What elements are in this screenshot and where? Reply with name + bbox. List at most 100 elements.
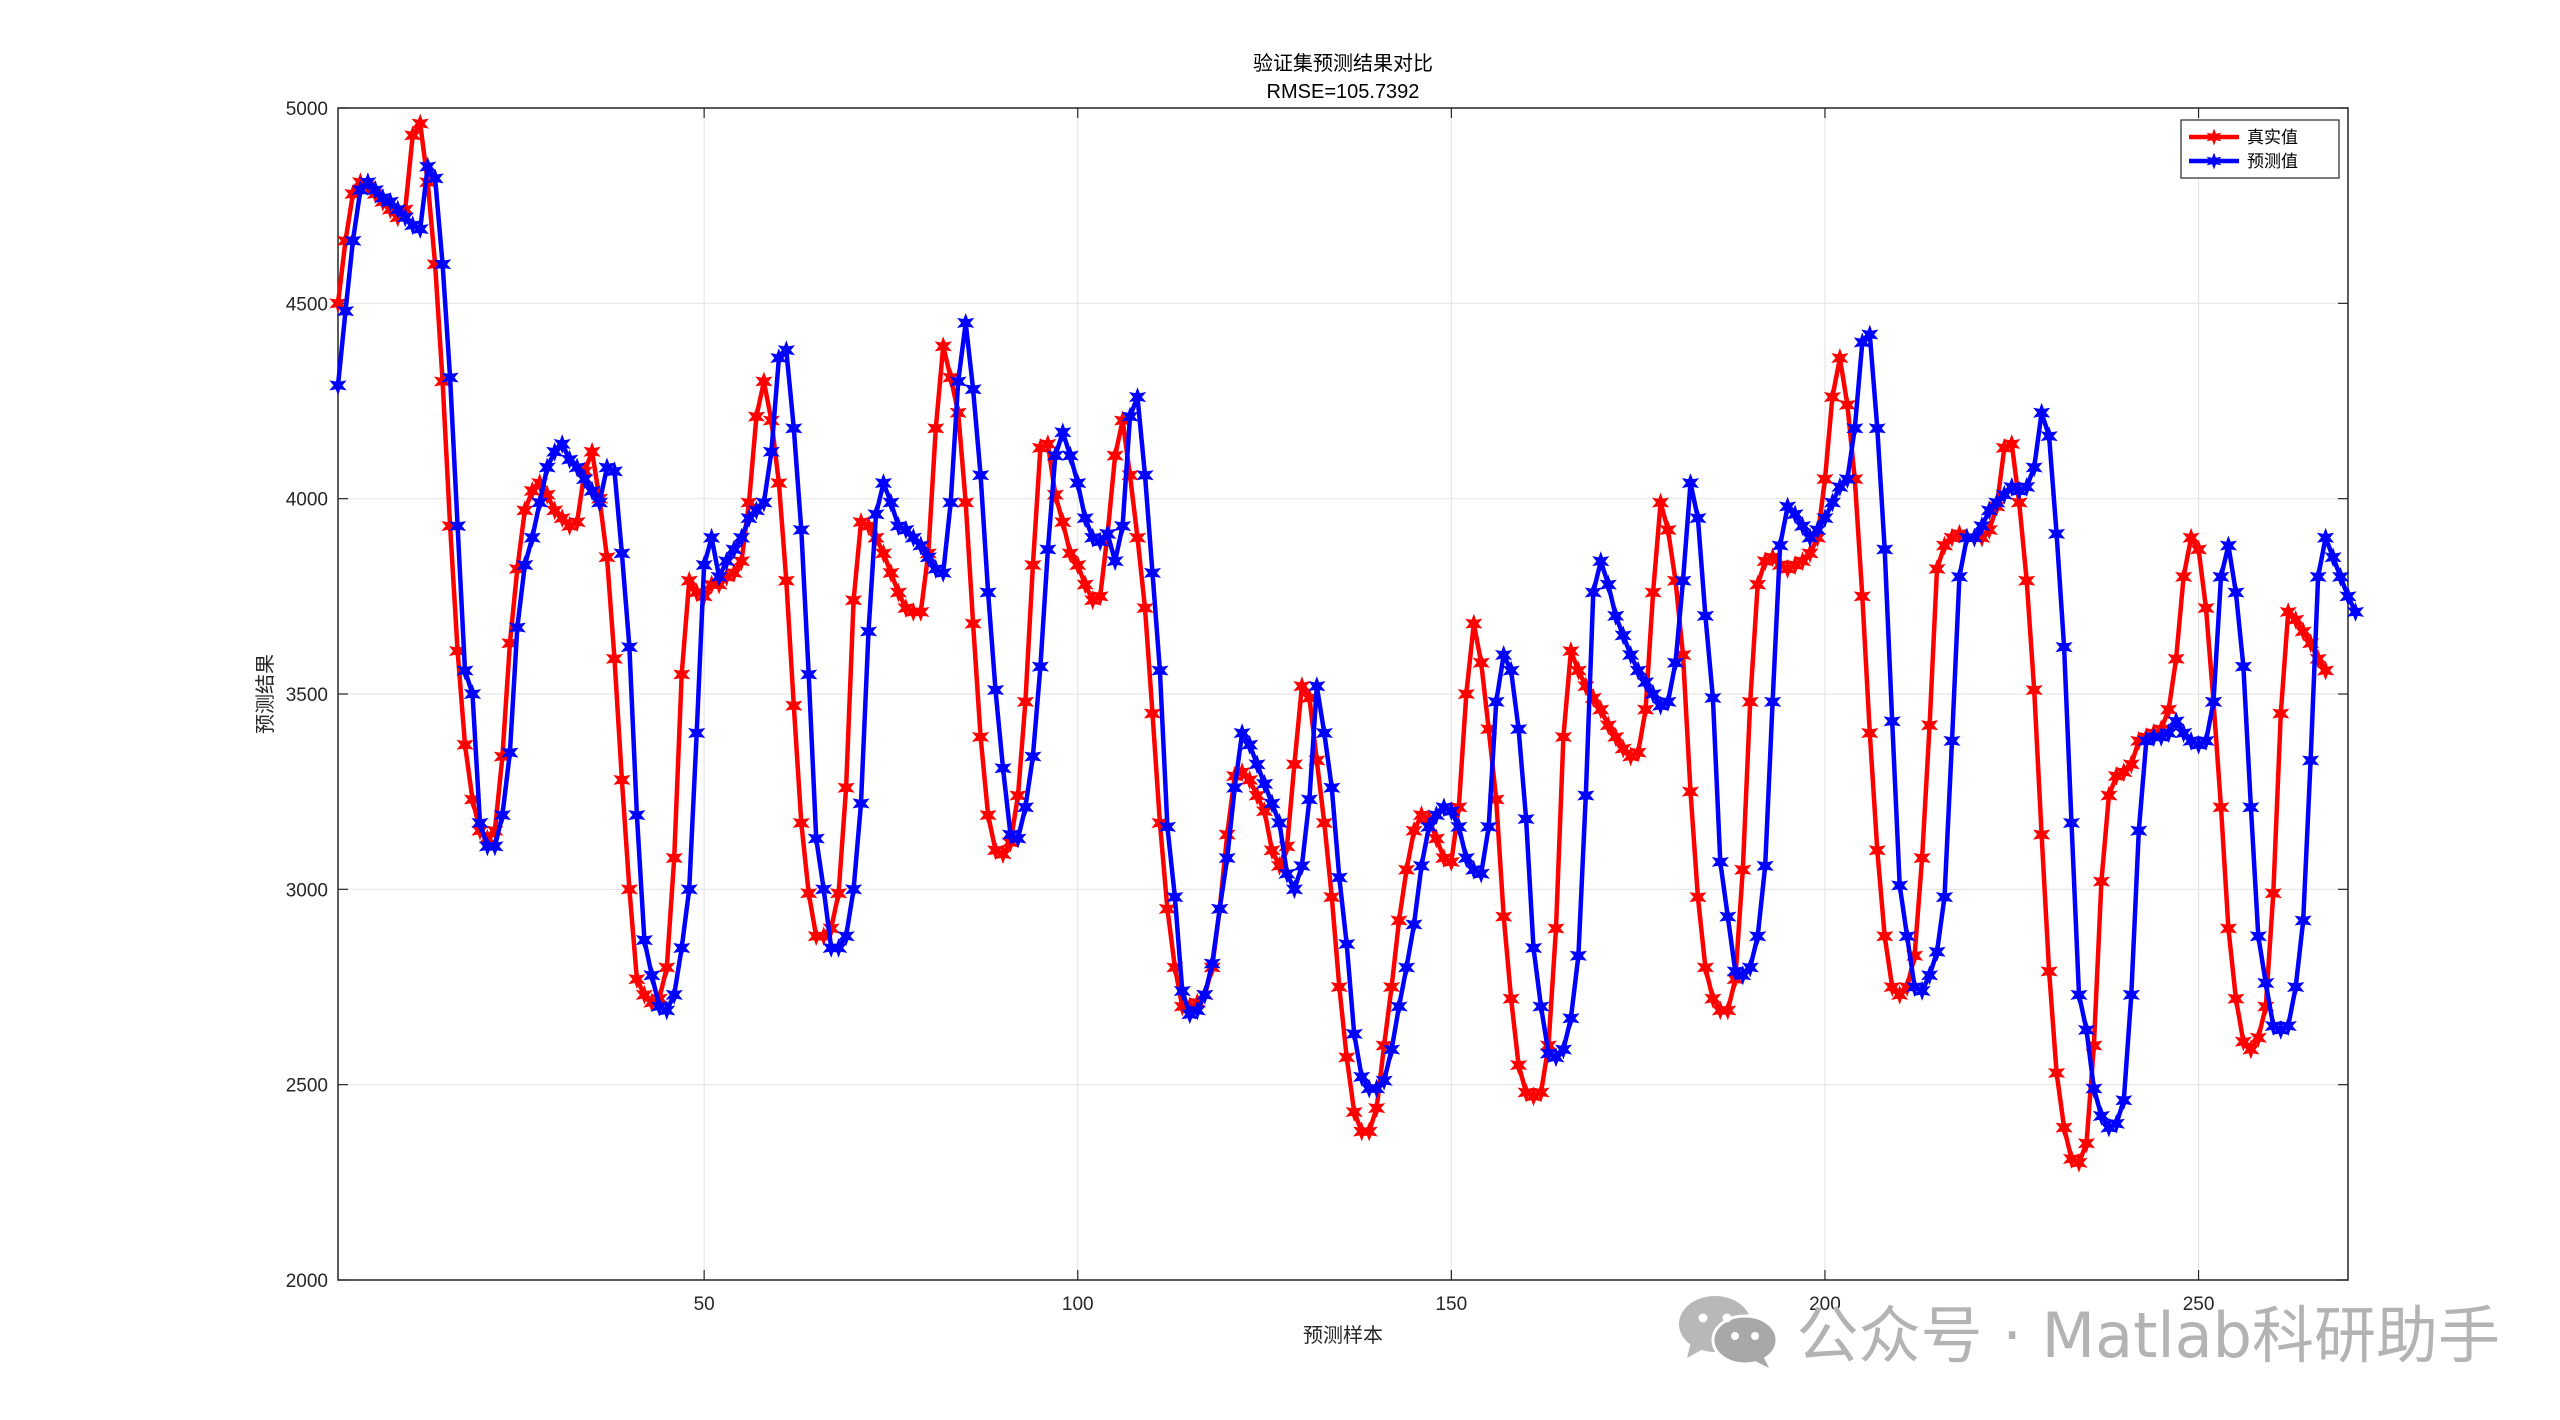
data-point [1509,1055,1528,1076]
data-point [531,492,549,513]
data-point [1054,422,1072,443]
data-point [1382,1039,1401,1060]
data-point [2279,602,2297,622]
data-point [658,1000,676,1021]
data-point [1039,539,1057,560]
data-point [2167,711,2185,732]
data-point [508,617,526,638]
data-point [1913,848,1931,869]
data-point [1532,996,1550,1017]
data-point [336,301,355,322]
data-point [1136,465,1154,486]
data-point [1689,508,1707,529]
data-point [680,570,698,591]
data-point [979,582,997,603]
wechat-icon [1678,1296,1778,1368]
data-point [568,512,586,533]
y-tick-label: 4000 [286,490,328,511]
data-point [1704,687,1722,708]
data-point [837,777,855,798]
data-point [516,555,534,576]
data-point [2115,1090,2133,1111]
data-point [1928,941,1946,962]
data-point [1240,734,1259,755]
data-point [1203,953,1221,974]
data-point [1614,738,1632,759]
data-point [1696,605,1715,626]
data-point [710,566,728,587]
data-point [2077,1133,2096,1154]
data-point [605,461,624,482]
data-point [1734,859,1752,880]
data-point [665,848,683,869]
data-point [1338,1047,1356,1068]
data-point [852,793,870,814]
data-point [2018,570,2036,591]
data-point [2197,598,2215,619]
data-point [979,805,997,826]
data-point [1338,934,1356,954]
data-point [620,879,639,900]
data-point [1061,543,1079,564]
data-point [2047,1062,2066,1083]
data-point [1876,926,1894,947]
data-point [1285,879,1304,900]
data-point [1106,551,1124,572]
data-point [1629,742,1647,763]
data-point [1315,812,1333,833]
data-point [1562,641,1580,661]
data-point [613,769,631,790]
data-point [1554,1039,1573,1060]
data-point [2272,703,2290,724]
data-point [344,230,362,251]
data-point [1016,797,1035,818]
legend-marker [2206,128,2222,146]
data-point [830,883,848,904]
data-point [2055,1117,2073,1138]
data-point [1442,852,1460,872]
data-point [1689,887,1707,908]
data-point [1270,812,1289,833]
data-point [1764,691,1782,712]
data-point [635,930,653,951]
data-point [516,500,534,521]
data-point [538,457,556,478]
legend-label: 真实值 [2247,128,2298,148]
series-layer [329,113,2365,1173]
data-point [1405,820,1423,841]
data-point [583,480,601,501]
data-point [396,207,414,228]
data-point [2047,523,2066,544]
data-point [1278,836,1296,857]
data-point [912,535,930,556]
data-point [1263,793,1281,814]
data-point [419,156,437,177]
data-point [561,449,579,470]
data-point [553,434,571,454]
data-point [695,555,713,576]
data-point [1039,434,1057,454]
data-point [411,113,429,134]
data-point [1285,754,1304,775]
data-point [1816,469,1834,490]
data-point [1330,977,1348,997]
data-point [1099,523,1117,544]
legend-label: 预测值 [2247,152,2298,172]
data-point [1771,535,1789,556]
data-point [1943,730,1961,751]
data-point [934,562,952,583]
data-point [1069,555,1087,576]
data-point [2122,754,2140,775]
data-point [1128,527,1147,548]
x-tick-label: 250 [2183,1294,2215,1315]
data-point [1607,605,1625,626]
data-point [1375,1070,1393,1091]
data-point [1674,570,1692,591]
data-point [2287,977,2305,997]
data-point [1188,1000,1206,1021]
data-point [441,367,459,388]
data-point [1973,516,1991,536]
data-point [1009,828,1027,849]
data-point [568,457,586,478]
data-point [1666,652,1685,673]
